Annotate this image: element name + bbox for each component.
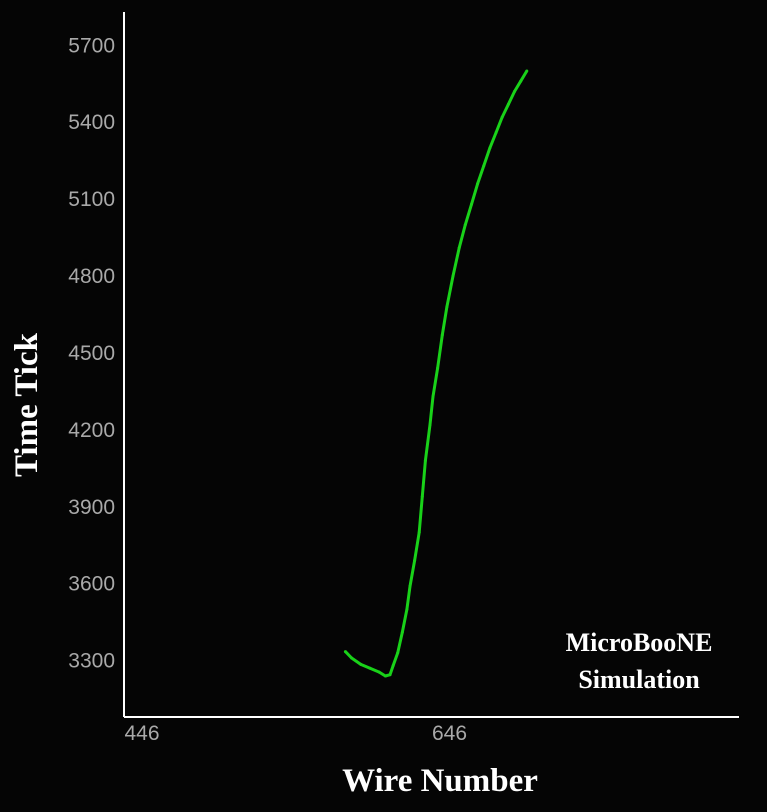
track-hit bbox=[368, 666, 372, 670]
track-hit bbox=[377, 670, 381, 674]
y-tick-label: 4200 bbox=[68, 419, 115, 442]
track-hit bbox=[388, 673, 392, 677]
x-axis-title: Wire Number bbox=[342, 763, 538, 799]
y-tick-label: 3900 bbox=[68, 496, 115, 519]
track-hit bbox=[519, 79, 523, 83]
track-hit bbox=[420, 495, 424, 498]
track-hit bbox=[488, 146, 492, 150]
track-hit bbox=[436, 366, 440, 370]
track-hit bbox=[391, 664, 395, 668]
track-hit bbox=[525, 69, 529, 73]
track-hit bbox=[476, 182, 480, 186]
track-hit bbox=[470, 202, 473, 206]
annotation-line-2: Simulation bbox=[578, 665, 700, 694]
y-axis-title: Time Tick bbox=[9, 332, 45, 477]
track-hit bbox=[423, 459, 427, 463]
y-tick-label: 5400 bbox=[68, 111, 115, 134]
track-hit bbox=[405, 607, 409, 611]
y-tick-labels: 3300 3600 3900 4200 4500 4800 5100 5400 5700 bbox=[68, 34, 115, 672]
x-tick-label: 646 bbox=[432, 722, 467, 745]
y-tick-label: 3300 bbox=[68, 650, 115, 673]
track-hit bbox=[428, 423, 432, 427]
track-hit bbox=[506, 102, 510, 106]
annotation-line-1: MicroBooNE bbox=[566, 628, 713, 657]
track-hit bbox=[494, 131, 498, 134]
track-line bbox=[344, 70, 529, 678]
track-hit bbox=[513, 90, 516, 93]
track-hit bbox=[343, 650, 347, 654]
track-hit bbox=[431, 395, 435, 398]
track-hit bbox=[463, 223, 467, 227]
track-hit bbox=[408, 584, 412, 588]
track-hit bbox=[440, 333, 444, 337]
y-tick-label: 5700 bbox=[68, 34, 115, 57]
track-hit bbox=[500, 115, 504, 119]
track-hit bbox=[396, 651, 400, 655]
y-tick-label: 4500 bbox=[68, 342, 115, 365]
track-hit bbox=[383, 674, 387, 678]
y-tick-label: 5100 bbox=[68, 188, 115, 211]
track-hit bbox=[451, 274, 455, 278]
track-hit bbox=[445, 305, 449, 309]
track-hit bbox=[482, 164, 486, 168]
x-tick-labels: 446 646 bbox=[124, 722, 467, 745]
track-hit bbox=[400, 630, 404, 634]
y-tick-label: 3600 bbox=[68, 573, 115, 596]
track-hit bbox=[457, 246, 461, 250]
x-tick-label: 446 bbox=[124, 722, 159, 745]
series-layer bbox=[343, 69, 529, 678]
track-hit bbox=[417, 530, 421, 534]
track-hit bbox=[359, 662, 363, 666]
y-tick-label: 4800 bbox=[68, 265, 115, 288]
track-hit bbox=[350, 656, 354, 660]
track-hit bbox=[413, 559, 417, 563]
